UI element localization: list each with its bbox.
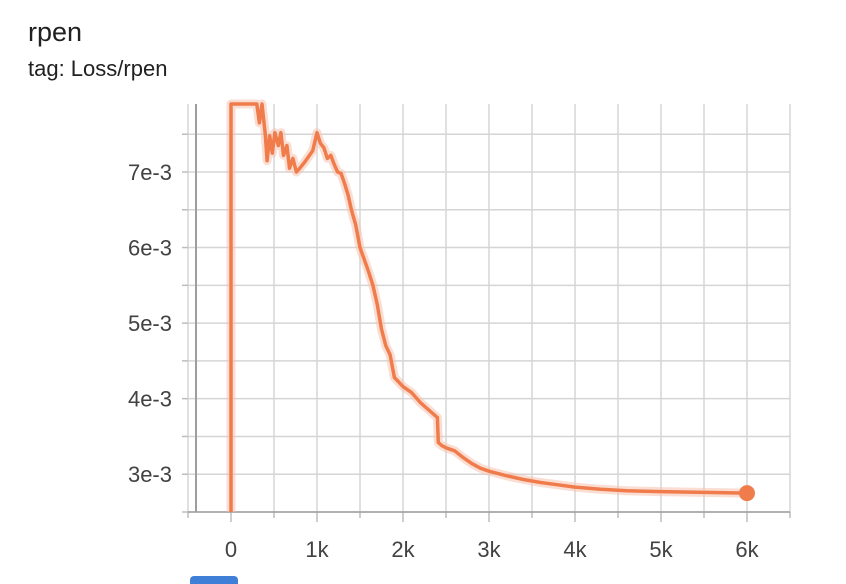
x-tick-label: 3k (477, 537, 501, 562)
grid-lines (187, 104, 791, 513)
legend-chip[interactable] (190, 576, 238, 584)
y-tick-label: 3e-3 (128, 462, 172, 487)
chart-title: rpen (28, 17, 83, 47)
chart-tag: tag: Loss/rpen (28, 56, 168, 81)
plot-area (226, 99, 755, 512)
last-point-marker (739, 485, 755, 502)
x-tick-label: 5k (649, 537, 673, 562)
x-tick-label: 6k (735, 537, 759, 562)
axes (182, 104, 791, 522)
x-tick-label: 1k (305, 537, 329, 562)
x-tick-label: 4k (563, 537, 587, 562)
y-tick-label: 7e-3 (128, 160, 172, 185)
tick-labels: 0 1k 2k 3k 4k 5k 6k 3e-3 4e-3 5e-3 6e-3 7e-3 (128, 160, 760, 562)
y-tick-label: 4e-3 (128, 387, 172, 412)
x-tick-label: 2k (391, 537, 415, 562)
y-tick-label: 6e-3 (128, 236, 172, 261)
smoothed-series-line (229, 102, 748, 512)
y-tick-label: 5e-3 (128, 311, 172, 336)
x-tick-label: 0 (225, 537, 237, 562)
